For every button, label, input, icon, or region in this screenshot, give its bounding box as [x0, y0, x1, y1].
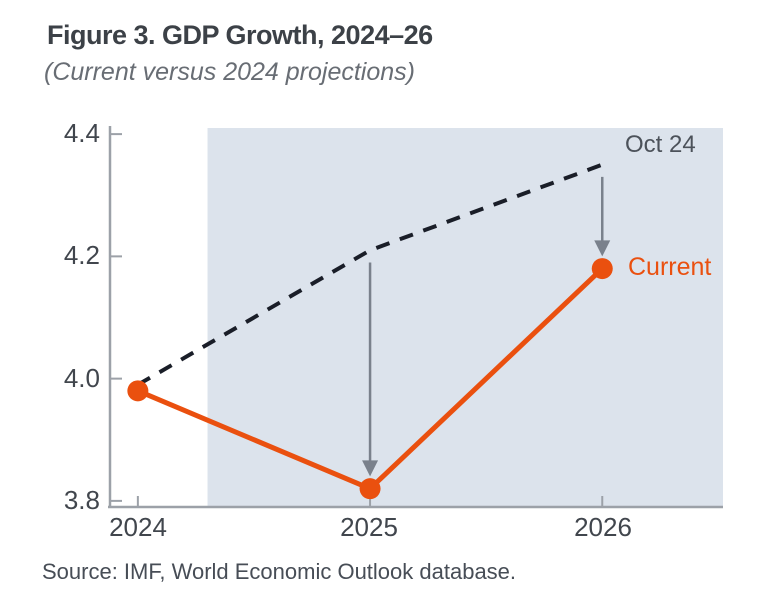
series-label-oct24: Oct 24 — [625, 131, 696, 158]
x-tick-label: 2026 — [574, 512, 632, 542]
x-tick-label: 2025 — [340, 512, 398, 542]
source-note: Source: IMF, World Economic Outlook data… — [42, 559, 517, 584]
figure-subtitle: (Current versus 2024 projections) — [44, 58, 415, 86]
forecast-shade-region — [207, 128, 724, 507]
current-data-point — [127, 380, 149, 402]
current-data-point — [591, 258, 613, 280]
figure-title: Figure 3. GDP Growth, 2024–26 — [47, 20, 433, 50]
revision-arrow-head — [362, 460, 379, 477]
current-data-point — [359, 478, 381, 500]
series-label-current: Current — [628, 253, 712, 281]
x-tick-label: 2024 — [109, 512, 167, 542]
revision-arrow-head — [594, 240, 611, 257]
y-tick-label: 4.0 — [63, 363, 100, 393]
oct24-series-line — [136, 162, 603, 387]
y-tick-label: 3.8 — [63, 485, 100, 515]
y-tick-label: 4.2 — [63, 240, 100, 270]
y-tick-label: 4.4 — [63, 118, 100, 148]
